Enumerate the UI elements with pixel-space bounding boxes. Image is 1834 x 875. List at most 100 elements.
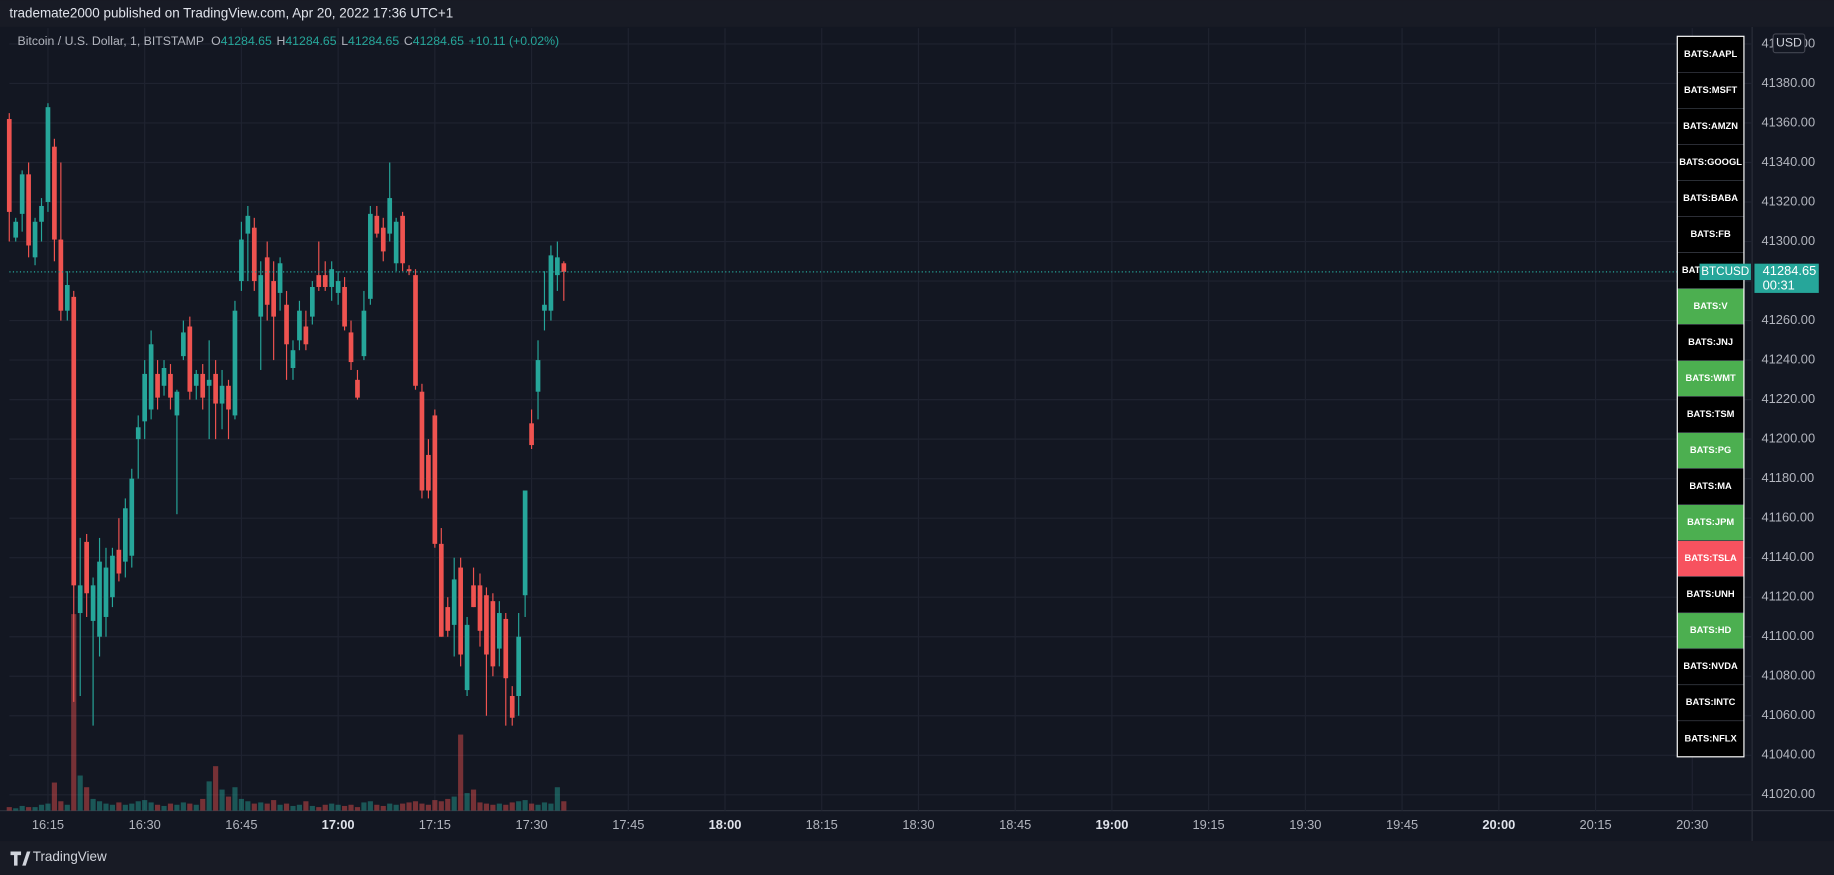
volume-bar <box>155 804 161 811</box>
watchlist-cell[interactable] <box>1676 396 1745 433</box>
watchlist-symbol[interactable]: BATS:NFLX <box>1684 733 1737 743</box>
volume-bar <box>503 804 509 811</box>
y-tick-label: 41160.00 <box>1761 510 1814 525</box>
candle-body <box>490 601 496 667</box>
candle-body <box>290 350 296 368</box>
volume-bar <box>322 804 328 811</box>
volume-bar <box>496 803 502 811</box>
watchlist-cell[interactable] <box>1676 216 1745 253</box>
watchlist-symbol[interactable]: BATS:FB <box>1690 229 1731 239</box>
watchlist-symbol[interactable]: BATS:TSM <box>1687 409 1735 419</box>
candle-body <box>329 269 335 287</box>
watchlist-cell[interactable] <box>1676 720 1745 758</box>
volume-bar <box>13 808 19 811</box>
footer-logo <box>10 851 31 866</box>
candle-body <box>477 585 483 631</box>
volume-bar <box>258 802 264 811</box>
currency-box <box>1772 33 1806 54</box>
volume-bar <box>380 805 386 811</box>
watchlist-symbol[interactable]: BATS:WMT <box>1686 373 1736 383</box>
legend-value: 41284.65 <box>413 34 464 48</box>
volume-bar <box>490 804 496 811</box>
y-tick-label: 41200.00 <box>1761 431 1815 446</box>
watchlist-symbol[interactable]: BATS:JNJ <box>1688 337 1733 347</box>
watchlist-symbol[interactable]: BATS:AAPL <box>1684 49 1738 59</box>
y-tick-label: 41360.00 <box>1761 114 1815 129</box>
volume-bar <box>361 802 367 811</box>
volume-bar <box>26 807 32 811</box>
candle-body <box>71 296 77 586</box>
watchlist-symbol[interactable]: BATS:NVDA <box>1683 661 1738 671</box>
volume-bar <box>561 801 567 811</box>
watchlist-symbol[interactable]: BATS:BABA <box>1683 193 1738 203</box>
candle-body <box>335 281 341 293</box>
candle-body <box>90 585 96 621</box>
volume-bar <box>522 800 528 811</box>
y-tick-label: 41380.00 <box>1761 75 1815 90</box>
watchlist-symbol[interactable]: BATS:HD <box>1690 625 1732 635</box>
watchlist-cell[interactable] <box>1676 108 1745 145</box>
watchlist-symbol[interactable]: BATS:V <box>1694 301 1729 311</box>
volume-bar <box>64 804 70 811</box>
volume-bar <box>206 781 212 811</box>
watchlist-cell[interactable] <box>1676 468 1745 505</box>
y-tick-label: 41120.00 <box>1761 589 1814 604</box>
candle-body <box>110 555 115 598</box>
watchlist-symbol[interactable]: BATS:TSLA <box>1684 553 1737 563</box>
watchlist-cell[interactable] <box>1676 324 1745 361</box>
y-tick-label: 41240.00 <box>1761 351 1815 366</box>
volume-bar <box>187 803 193 811</box>
watchlist-symbol[interactable]: BATS:INTC <box>1686 697 1736 707</box>
footer-brand: TradingView <box>33 849 107 864</box>
candle-body <box>303 326 309 345</box>
x-tick-label: 18:45 <box>999 817 1031 832</box>
watchlist-cell[interactable] <box>1676 612 1745 650</box>
watchlist-symbol[interactable]: BATS:MA <box>1689 481 1732 491</box>
candle-body <box>451 579 457 625</box>
watchlist-symbol[interactable]: BATS:UNH <box>1687 589 1735 599</box>
watchlist-symbol[interactable]: BATS:MSFT <box>1684 85 1738 95</box>
grid <box>9 28 1753 811</box>
candle-body <box>380 227 386 252</box>
volume-bar <box>19 805 25 811</box>
candle-body <box>561 263 567 272</box>
y-tick-label: 41320.00 <box>1761 193 1815 208</box>
watchlist-cell[interactable] <box>1676 144 1745 181</box>
header-text: trademate2000 published on TradingView.c… <box>9 6 453 21</box>
legend-value: 41284.65 <box>285 34 336 48</box>
x-tick-label: 16:45 <box>225 817 257 832</box>
volume-bar <box>135 801 141 811</box>
candle-body <box>284 304 289 345</box>
watchlist-symbol[interactable]: BATS:GOOGL <box>1679 157 1742 167</box>
candle-body <box>32 221 38 258</box>
volume-bar <box>309 805 315 811</box>
legend-title: Bitcoin / U.S. Dollar, 1, BITSTAMP <box>18 34 205 48</box>
candle-body <box>419 391 425 491</box>
volume-bar <box>32 807 38 811</box>
watchlist-symbol[interactable]: BATS:PG <box>1690 445 1731 455</box>
volume-bar <box>109 804 116 811</box>
volume-bar <box>167 803 174 811</box>
candle-body <box>548 255 554 311</box>
volume-bar <box>71 614 77 811</box>
y-tick-label: 41340.00 <box>1761 154 1815 169</box>
volume-bar <box>142 800 148 811</box>
volume-bar <box>419 803 425 811</box>
candle-body <box>6 119 12 212</box>
candle-body <box>251 227 257 282</box>
watchlist-symbol[interactable]: BATS:AMZN <box>1683 121 1738 131</box>
candle-body <box>187 326 193 392</box>
volume-bar <box>425 804 431 811</box>
volume-bar <box>509 802 515 811</box>
watchlist-symbol[interactable]: BATS:JPM <box>1687 517 1734 527</box>
candle-body <box>368 213 373 299</box>
candle-body <box>161 367 167 386</box>
volume-bar <box>316 807 322 811</box>
candle-body <box>200 373 206 398</box>
watchlist-cell[interactable] <box>1676 360 1745 397</box>
watchlist-cell[interactable] <box>1676 288 1745 325</box>
candle-body <box>142 373 148 422</box>
